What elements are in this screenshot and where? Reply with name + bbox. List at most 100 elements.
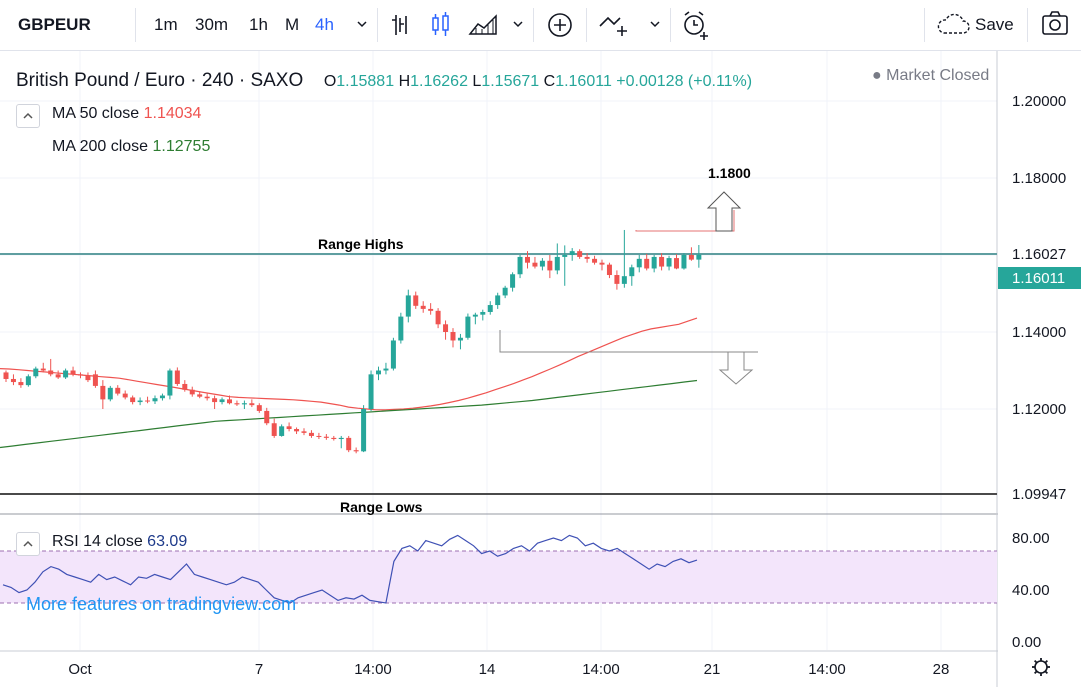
candle-body [137,400,143,403]
interval-month[interactable]: M [285,15,300,34]
ma200-line [0,379,698,449]
candle-body [457,337,463,341]
candle-body [674,258,679,269]
ma200-value: 1.12755 [152,138,211,155]
candle-body [651,256,657,269]
camera-icon[interactable] [1040,0,1070,50]
candle-body [115,387,121,394]
interval-4h[interactable]: 4h [315,15,334,34]
candle-body [428,308,434,311]
price-tick-label: 1.20000 [1012,93,1066,110]
candle-body [599,262,605,265]
candle-body [10,378,16,383]
alarm-icon[interactable] [681,0,711,50]
candle-body [584,256,590,259]
candle-body [606,264,612,276]
gear-tooth [1033,659,1038,664]
time-tick-label: 28 [933,661,950,678]
candle-body [487,305,493,312]
candle-body [331,437,337,440]
support-leader [499,330,758,353]
candle-body [361,409,367,452]
candle-body [182,383,188,390]
candle-body [294,429,300,432]
candle-body [271,423,277,436]
candle-body [562,255,568,257]
ohlc-values: O1.15881 H1.16262 L1.15671 C1.16011 +0.0… [324,73,752,90]
rsi-value: 63.09 [147,533,188,550]
tradingview-link[interactable]: More features on tradingview.com [26,594,297,614]
candle-body [465,316,471,338]
change-value: +0.00128 (+0.11%) [616,73,753,90]
candle-body [219,399,225,403]
candle-body [510,274,516,288]
rsi-band-fill [0,551,997,603]
chevron-down-icon[interactable] [649,0,661,50]
candle-body [614,275,620,284]
candle-body [621,276,627,284]
candle-body [517,256,523,275]
candle-body [420,305,426,309]
candle-body [592,258,598,263]
candle-body [472,314,478,317]
target-label: 1.1800 [708,165,751,181]
candles-icon[interactable] [430,0,452,50]
ma50-label: MA 50 close [52,105,140,122]
candle-body [413,295,419,306]
price-tag-bg [998,267,1081,289]
toolbar-divider [586,8,587,42]
price-tag-label: 1.16011 [1012,270,1065,287]
symbol-search[interactable]: GBPEUR [18,15,91,34]
interval-1h[interactable]: 1h [249,15,268,34]
chevron-down-icon[interactable] [512,0,524,50]
instrument-title: British Pound / Euro · 240 · SAXO [16,70,304,91]
interval-30m[interactable]: 30m [195,15,229,34]
price-tag-bg [998,242,1081,265]
interval-1m[interactable]: 1m [154,15,178,34]
area-chart-icon[interactable] [468,0,498,50]
price-chart[interactable]: Range Highs Range Lows 1.1800 1.20000 1.18… [0,51,1081,687]
rsi-band [0,550,997,604]
price-tick-label: 1.14000 [1012,324,1066,341]
rsi-label: RSI 14 close [52,533,143,550]
candle-body [212,398,218,403]
price-tag-label: 1.16027 [1012,246,1066,263]
candle-body [152,398,158,402]
candle-body [279,426,285,436]
market-status: ● Market Closed [872,67,990,84]
candle-body [18,382,24,386]
time-tick-label: 14:00 [808,661,846,678]
chevron-down-icon[interactable] [356,0,368,50]
settings-gear-icon[interactable] [1032,658,1050,676]
candle-body [70,370,76,375]
save-button[interactable]: Save [975,15,1014,34]
collapse-indicators-button[interactable] [16,104,40,128]
candle-body [25,376,31,386]
candle-body [301,431,307,433]
rsi-collapse-button[interactable] [16,532,40,556]
candle-body [569,251,575,255]
candle-body [234,403,240,405]
candle-body [450,332,456,341]
annotations: 1.1800 [499,165,758,385]
time-tick-label: Oct [68,661,92,678]
candle-body [405,295,411,317]
candle-body [85,375,91,381]
toolbar-divider [135,8,136,42]
candle-body [480,311,486,315]
add-indicator-icon[interactable] [546,0,574,50]
candle-body [547,260,553,271]
candle-body [353,450,359,452]
candle-body [502,287,508,296]
candle-body [55,374,61,378]
bar-chart-icon[interactable] [390,0,412,50]
candle-body [398,316,404,341]
candle-body [539,260,545,267]
candle-body [40,368,46,371]
compare-icon[interactable] [598,0,632,50]
candlestick-series [3,229,702,454]
time-tick-label: 14:00 [354,661,392,678]
candle-body [636,258,642,268]
close-value: 1.16011 [555,73,612,90]
rsi-line [2,534,698,604]
